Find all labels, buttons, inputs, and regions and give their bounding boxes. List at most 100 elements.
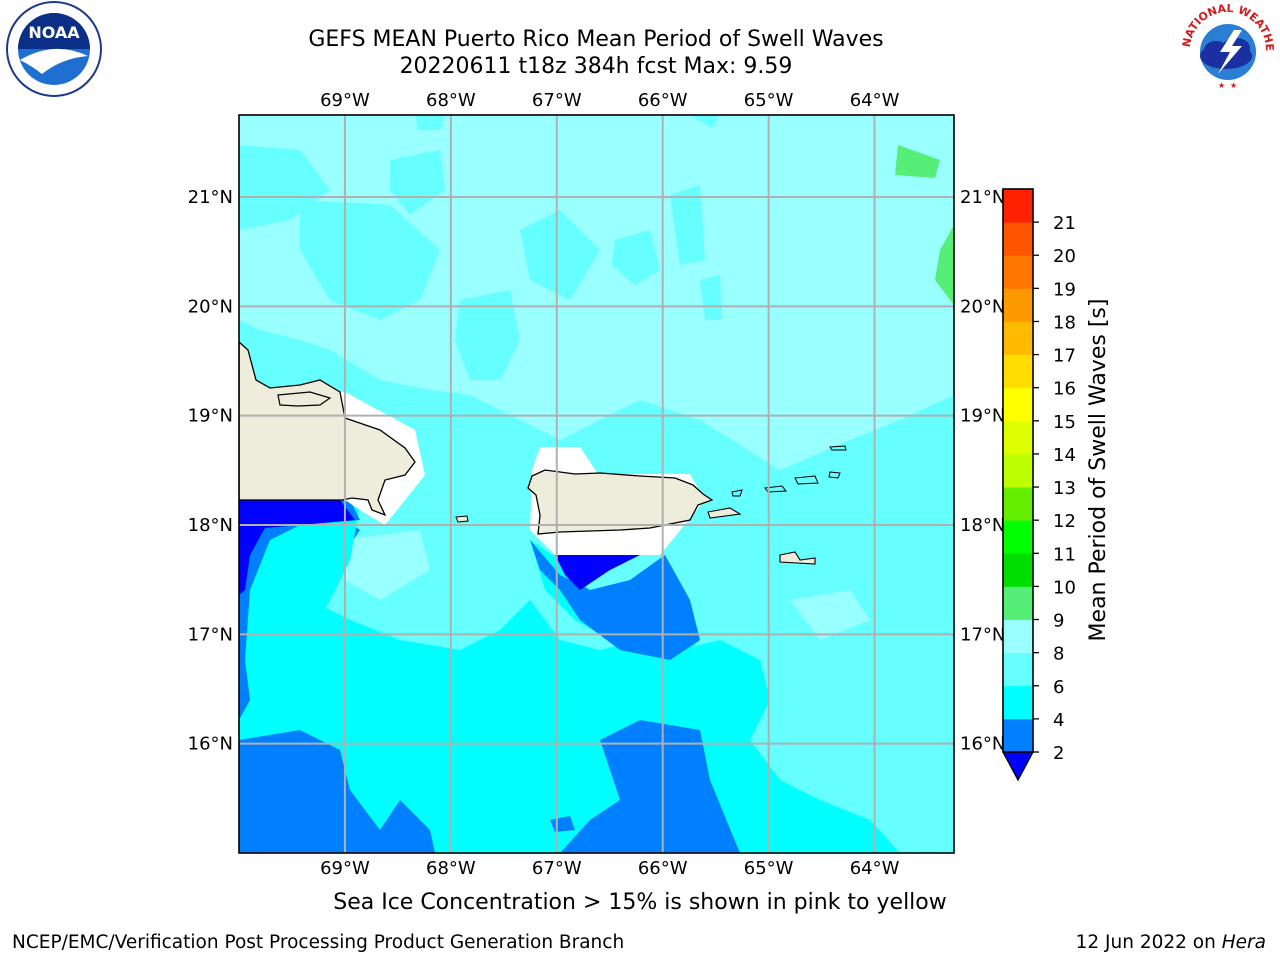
lat-tick-label-right: 16°N [960, 734, 1005, 755]
lat-tick-label-left: 21°N [188, 187, 233, 208]
lon-labels-bottom: 69°W 68°W 67°W 66°W 65°W 64°W [320, 858, 900, 879]
land-vieques [707, 507, 742, 519]
colorbar-segment [1003, 288, 1033, 322]
lon-tick-label-bottom: 64°W [850, 858, 900, 879]
map-title: GEFS MEAN Puerto Rico Mean Period of Swe… [308, 27, 884, 52]
field-2-4-southwest [239, 730, 435, 853]
field-9-10-east [935, 225, 954, 305]
colorbar-tick-label: 8 [1053, 644, 1064, 665]
colorbar-frame [1002, 188, 1034, 753]
colorbar-segment [1003, 321, 1033, 355]
colorbar-segment [1003, 354, 1033, 389]
colorbar-tick-label: 11 [1053, 544, 1076, 565]
lon-tick-label-top: 68°W [426, 90, 476, 111]
colorbar-tick-label: 6 [1053, 677, 1064, 698]
colorbar-tick-label: 21 [1053, 213, 1076, 234]
land-tortuga [277, 391, 332, 407]
lon-tick-label-top: 65°W [744, 90, 794, 111]
footer-date-text: 12 Jun 2022 on [1075, 932, 1222, 953]
lon-tick-label-top: 64°W [850, 90, 900, 111]
field-6-8-patch-g [700, 275, 722, 320]
colorbar-tick-label: 16 [1053, 379, 1076, 400]
lon-tick-label-bottom: 68°W [426, 858, 476, 879]
colorbar-segment [1003, 553, 1033, 587]
lat-tick-label-right: 21°N [960, 187, 1005, 208]
colorbar-tick-label: 20 [1053, 246, 1076, 267]
land-virgin-gorda [828, 471, 841, 479]
footer-date: 12 Jun 2022 on Hera [1076, 932, 1266, 953]
colorbar-tick-label: 19 [1053, 279, 1076, 300]
noaa-logo: NOAA [6, 1, 102, 97]
field-lt2-west [239, 500, 355, 595]
svg-text:★: ★ [1230, 81, 1237, 90]
lat-tick-label-right: 17°N [960, 624, 1005, 645]
lat-tick-label-right: 19°N [960, 406, 1005, 427]
field-4-6-south [239, 600, 900, 853]
field-6-8-patch-a [239, 145, 330, 230]
field-6-8-patch-e [612, 230, 660, 285]
lat-tick-label-left: 20°N [188, 296, 233, 317]
colorbar-tick-label: 4 [1053, 710, 1064, 731]
lat-tick-label-right: 18°N [960, 515, 1005, 536]
colorbar-segment [1003, 387, 1033, 422]
field-6-8-patch-h [455, 290, 520, 380]
lon-labels-top: 69°W 68°W 67°W 66°W 65°W 64°W [320, 90, 900, 111]
field-6-8-patch-c [390, 150, 445, 215]
colorbar-segment [1003, 222, 1033, 256]
swell-period-field [239, 115, 954, 853]
colorbar-segment [1003, 652, 1033, 687]
land-anegada [829, 445, 847, 451]
footer-credit: NCEP/EMC/Verification Post Processing Pr… [12, 932, 625, 953]
colorbar-segment [1003, 685, 1033, 720]
lat-labels-right: 21°N 20°N 19°N 18°N 17°N 16°N [960, 187, 1005, 755]
field-4-6-west [239, 505, 360, 720]
lon-tick-label-top: 69°W [320, 90, 370, 111]
field-8-9-south-b [790, 590, 870, 640]
sea-ice-note: Sea Ice Concentration > 15% is shown in … [333, 890, 947, 915]
lat-labels-left: 21°N 20°N 19°N 18°N 17°N 16°N [188, 187, 233, 755]
land-puerto-rico [527, 469, 714, 535]
colorbar-segment [1003, 487, 1033, 521]
colorbar-segment [1003, 453, 1033, 488]
colorbar-segment [1003, 189, 1033, 223]
colorbar-tick-label: 2 [1053, 743, 1064, 764]
lon-tick-label-bottom: 67°W [532, 858, 582, 879]
lon-tick-label-bottom: 66°W [638, 858, 688, 879]
lon-tick-label-bottom: 65°W [744, 858, 794, 879]
field-2-4-south-pr [530, 540, 700, 660]
field-9-10-northeast [895, 145, 940, 178]
nws-logo: NATIONAL WEATHER SERVICE ★ ★ [1176, 0, 1276, 96]
colorbar-segment [1003, 255, 1033, 289]
colorbar-segment [1003, 619, 1033, 654]
field-6-8-patch-b [300, 200, 440, 320]
field-2-4-south [560, 720, 740, 853]
field-6-8-patch-i [415, 115, 445, 130]
colorbar-segment [1003, 718, 1033, 753]
land-st-croix [779, 551, 816, 565]
field-8-9-south-a [340, 530, 430, 600]
colorbar-tick-label: 14 [1053, 445, 1076, 466]
footer-host: Hera [1221, 932, 1266, 953]
map-frame [238, 114, 955, 854]
colorbar-tick-label: 15 [1053, 412, 1076, 433]
noaa-logo-text: NOAA [28, 23, 80, 42]
colorbar-tick-label: 12 [1053, 511, 1076, 532]
colorbar-tick-label: 18 [1053, 312, 1076, 333]
field-8-9-east [880, 175, 954, 305]
field-lt2-south-pr [555, 555, 640, 590]
colorbar-segment [1003, 420, 1033, 455]
field-6-8-patch-d [520, 210, 600, 300]
map-subtitle: 20220611 t18z 384h fcst Max: 9.59 [399, 54, 793, 79]
land-st-thomas [764, 485, 787, 493]
colorbar-segment [1003, 586, 1033, 620]
land-hispaniola [239, 341, 416, 517]
field-6-8-patch-j [690, 115, 720, 128]
colorbar-tick-label: 13 [1053, 478, 1076, 499]
colorbar-extend-arrow [1001, 751, 1035, 782]
lat-tick-label-left: 18°N [188, 515, 233, 536]
land-tortola [794, 475, 819, 485]
lon-tick-label-top: 67°W [532, 90, 582, 111]
lat-tick-label-left: 19°N [188, 406, 233, 427]
colorbar-segment [1003, 520, 1033, 554]
